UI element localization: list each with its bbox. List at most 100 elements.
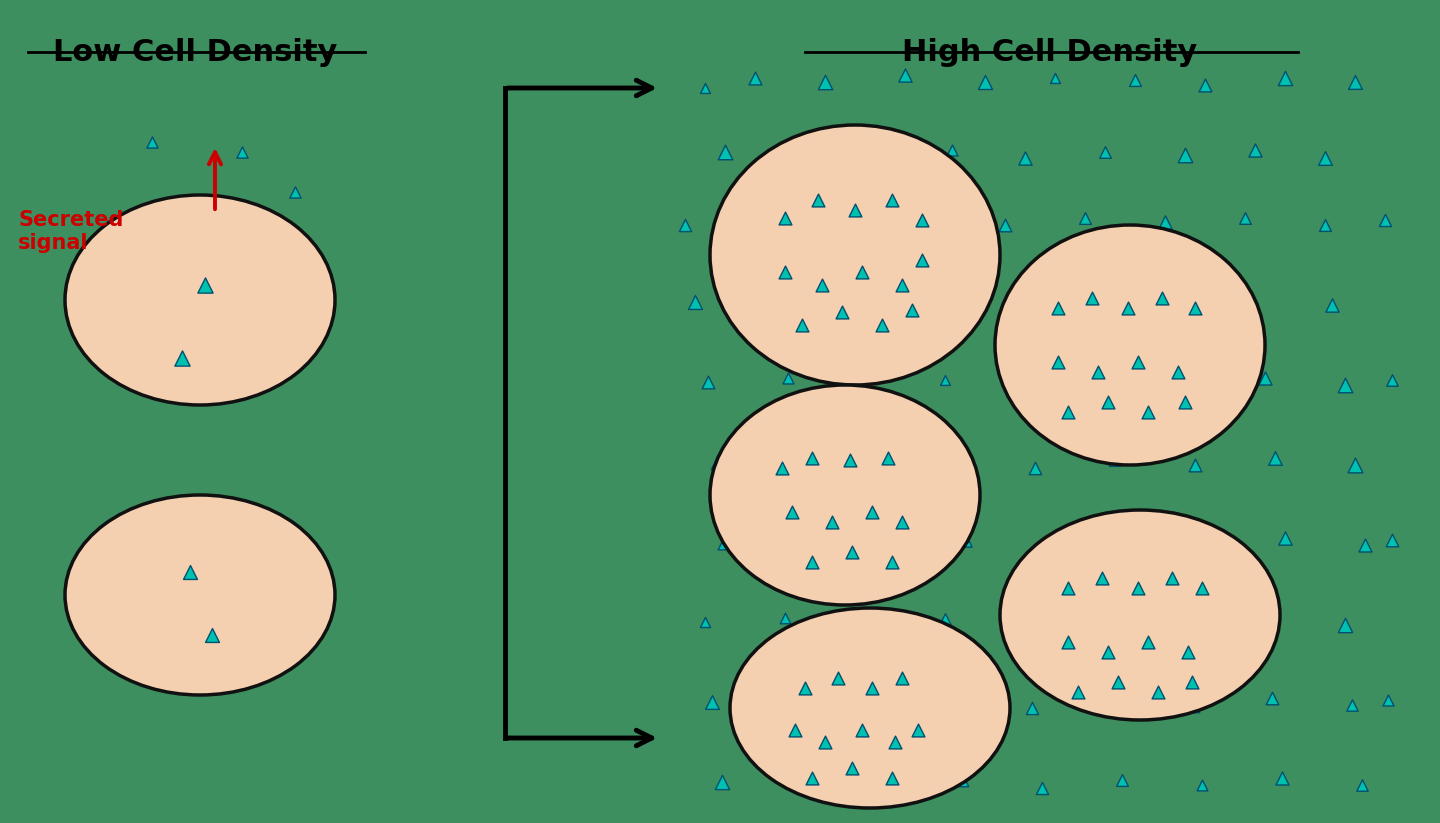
Point (193, 278, 216, 291)
Point (1116, 301, 1139, 314)
Point (877, 452, 900, 465)
Point (920, 294, 943, 307)
Point (854, 379, 877, 392)
Point (854, 618, 877, 631)
Point (1253, 611, 1276, 625)
Point (1047, 301, 1070, 314)
Point (834, 221, 857, 235)
Point (1096, 645, 1119, 658)
Point (791, 319, 814, 332)
Point (793, 681, 816, 695)
Point (913, 213, 936, 226)
Point (713, 536, 736, 549)
Point (1273, 72, 1296, 85)
Point (1087, 365, 1110, 379)
Point (1174, 379, 1197, 392)
Point (284, 185, 307, 198)
Point (1240, 291, 1263, 305)
Point (1344, 76, 1367, 89)
Point (1014, 381, 1037, 394)
Point (1184, 301, 1207, 314)
Point (773, 212, 796, 225)
Point (994, 218, 1017, 231)
Point (1057, 406, 1080, 419)
Point (694, 616, 717, 629)
Text: High Cell Density: High Cell Density (903, 38, 1198, 67)
Point (801, 556, 824, 569)
Point (1381, 533, 1404, 546)
Point (1047, 356, 1070, 369)
Point (821, 515, 844, 528)
Point (861, 148, 884, 161)
Point (763, 291, 786, 305)
Point (814, 76, 837, 89)
Point (910, 213, 933, 226)
Point (864, 458, 887, 472)
Point (770, 462, 793, 475)
Point (940, 143, 963, 156)
Point (1057, 581, 1080, 594)
Point (1354, 538, 1377, 551)
Point (1024, 462, 1047, 475)
Point (1080, 294, 1103, 307)
Point (1113, 533, 1136, 546)
Point (973, 76, 996, 89)
Point (943, 453, 966, 467)
Point (786, 452, 809, 465)
Point (200, 629, 223, 642)
Point (1014, 621, 1037, 635)
Point (230, 146, 253, 159)
Point (1136, 635, 1159, 649)
Point (890, 672, 913, 685)
Point (890, 515, 913, 528)
Point (1351, 779, 1374, 792)
Point (1080, 291, 1103, 305)
Point (776, 371, 799, 384)
Ellipse shape (710, 385, 981, 605)
Ellipse shape (65, 495, 336, 695)
Point (900, 304, 923, 317)
Point (694, 81, 717, 95)
Point (1161, 299, 1184, 312)
Point (743, 72, 766, 85)
Point (1067, 686, 1090, 699)
Point (1110, 774, 1133, 787)
Point (870, 779, 893, 792)
Point (674, 218, 697, 231)
Point (791, 771, 814, 784)
Point (907, 723, 930, 737)
Point (780, 505, 804, 518)
Point (861, 681, 884, 695)
Point (851, 723, 874, 737)
Point (793, 532, 816, 545)
Point (1021, 701, 1044, 714)
Point (811, 278, 834, 291)
Point (1096, 395, 1119, 408)
Ellipse shape (710, 125, 999, 385)
Point (1194, 538, 1217, 551)
Point (801, 452, 824, 465)
Point (844, 203, 867, 216)
Point (1333, 618, 1356, 631)
Point (1176, 645, 1200, 658)
Point (1073, 212, 1096, 225)
Point (1103, 453, 1126, 467)
Point (851, 265, 874, 278)
Point (890, 278, 913, 291)
Point (1194, 78, 1217, 91)
Point (1320, 299, 1344, 312)
Point (783, 142, 806, 155)
Point (684, 295, 707, 309)
Point (713, 146, 736, 159)
Point (1270, 771, 1293, 784)
Point (1153, 216, 1176, 229)
Point (1100, 694, 1123, 707)
Point (933, 374, 956, 387)
Point (1344, 458, 1367, 472)
Point (1146, 686, 1169, 699)
Point (1174, 618, 1197, 631)
Point (1313, 151, 1336, 165)
Point (940, 694, 963, 707)
Point (1034, 542, 1057, 555)
Point (1151, 291, 1174, 305)
